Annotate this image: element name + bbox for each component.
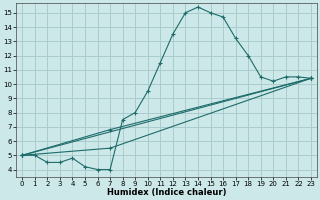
X-axis label: Humidex (Indice chaleur): Humidex (Indice chaleur) — [107, 188, 226, 197]
